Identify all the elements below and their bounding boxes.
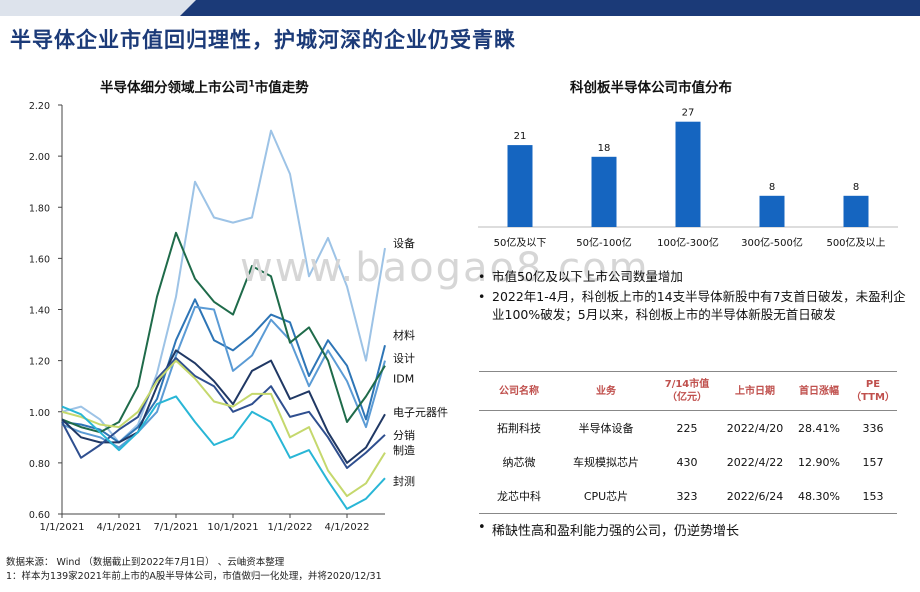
x-tick-label: 1/1/2021	[40, 522, 85, 533]
bar	[507, 145, 533, 227]
bullet-list: 市值50亿及以下上市公司数量增加 2022年1-4月，科创板上市的14支半导体新…	[478, 268, 910, 326]
series-label: 封测	[393, 474, 415, 488]
cell-pe: 153	[849, 479, 897, 514]
bar-category-label: 100亿-300亿	[657, 236, 719, 249]
bar	[591, 156, 617, 227]
table-header-row: 公司名称 业务 7/14市值 （亿元） 上市日期 首日涨幅 PE（TTM）	[479, 371, 897, 411]
series-label: 电子元器件	[393, 406, 448, 419]
x-tick-label: 4/1/2021	[97, 522, 142, 533]
footnote: 1：样本为139家2021年前上市的A股半导体公司，市值做归一化处理，并将202…	[6, 571, 382, 582]
x-tick-label: 1/1/2022	[268, 522, 313, 533]
table-row: 纳芯微 车规模拟芯片 430 2022/4/22 12.90% 157	[479, 445, 897, 479]
bar	[759, 195, 785, 227]
page-title: 半导体企业市值回归理性，护城河深的企业仍受青睐	[10, 28, 516, 52]
x-tick-label: 4/1/2022	[325, 522, 370, 533]
col-header-company: 公司名称	[479, 371, 559, 411]
y-tick-label: 1.60	[29, 254, 50, 265]
series-line	[61, 231, 386, 434]
right-chart-title: 科创板半导体公司市值分布	[570, 80, 732, 96]
col-header-business: 业务	[559, 371, 653, 411]
series-line	[61, 349, 386, 464]
cell-business: 半导体设备	[578, 422, 634, 435]
cell-first-day-gain: 28.41%	[798, 421, 840, 435]
company-table: 公司名称 业务 7/14市值 （亿元） 上市日期 首日涨幅 PE（TTM） 拓荆…	[479, 371, 897, 514]
series-label: 设计	[393, 352, 415, 365]
bar-value-label: 8	[853, 182, 859, 193]
bullet-item: 市值50亿及以下上市公司数量增加	[478, 268, 910, 286]
cell-first-day-gain: 12.90%	[798, 455, 840, 469]
cell-business: CPU芯片	[559, 479, 653, 514]
series-label: 制造	[393, 443, 415, 457]
cell-company: 拓荆科技	[497, 422, 541, 435]
bar-value-label: 21	[514, 131, 527, 142]
bar	[675, 121, 701, 227]
cell-pe: 336	[862, 421, 884, 435]
col-header-pe: PE（TTM）	[849, 371, 897, 411]
bar-value-label: 8	[769, 182, 775, 193]
y-tick-label: 1.40	[29, 306, 50, 317]
col-header-market-cap: 7/14市值 （亿元）	[653, 371, 721, 411]
left-chart-title-text: 半导体细分领域上市公司	[100, 80, 249, 96]
x-tick-label: 10/1/2021	[207, 522, 258, 533]
table-row: 龙芯中科 CPU芯片 323 2022/6/24 48.30% 153	[479, 479, 897, 514]
conclusion-bullet: 稀缺性高和盈利能力强的公司，仍逆势增长	[478, 520, 739, 539]
x-tick-label: 7/1/2021	[154, 522, 199, 533]
bar-category-label: 500亿及以上	[826, 236, 885, 249]
cell-first-day-gain: 48.30%	[789, 479, 849, 514]
series-label: 分销	[393, 428, 415, 442]
y-tick-label: 0.60	[29, 510, 50, 521]
cell-company: 纳芯微	[502, 456, 536, 469]
series-label: 材料	[393, 328, 415, 342]
cell-market-cap: 225	[676, 421, 698, 435]
bar-value-label: 27	[682, 108, 695, 119]
bar-category-label: 300亿-500亿	[741, 236, 803, 249]
y-tick-label: 0.80	[29, 459, 50, 470]
series-line	[61, 357, 386, 469]
y-tick-label: 1.00	[29, 408, 50, 419]
series-label: IDM	[393, 373, 414, 386]
series-line	[61, 395, 386, 510]
col-header-first-day-gain: 首日涨幅	[789, 371, 849, 411]
bar-chart: 21 50亿及以下 18 50亿-100亿 27 100亿-300亿 8 300亿-500亿 8…	[478, 108, 898, 249]
cell-pe: 157	[862, 455, 884, 469]
left-chart-title-tail: 市值走势	[254, 80, 309, 96]
series-line	[61, 359, 386, 498]
col-header-listing-date: 上市日期	[721, 371, 789, 411]
series-line	[61, 298, 386, 444]
bar-category-label: 50亿及以下	[494, 236, 547, 249]
line-chart: 0.60 0.80 1.00 1.20 1.40 1.60 1.80 2.00 2.20 1/1/…	[29, 101, 448, 533]
table-row: 拓荆科技 半导体设备 225 2022/4/20 28.41% 336	[479, 411, 897, 446]
cell-business: 车规模拟芯片	[573, 456, 639, 469]
top-banner-accent	[180, 0, 920, 16]
cell-listing-date: 2022/4/22	[726, 455, 784, 469]
cell-listing-date: 2022/4/20	[726, 421, 784, 435]
cell-market-cap: 430	[676, 455, 698, 469]
cell-company: 龙芯中科	[479, 479, 559, 514]
y-tick-label: 2.20	[29, 101, 50, 112]
cell-market-cap: 323	[653, 479, 721, 514]
source-note: 数据来源： Wind （数据截止到2022年7月1日） 、云岫资本整理	[6, 557, 285, 568]
series-line	[61, 129, 386, 444]
bullet-item: 2022年1-4月，科创板上市的14支半导体新股中有7支首日破发，未盈利企业10…	[478, 288, 910, 324]
y-tick-label: 1.80	[29, 203, 50, 214]
y-tick-label: 1.20	[29, 357, 50, 368]
cell-listing-date: 2022/6/24	[721, 479, 789, 514]
left-chart-title-footnote-mark: 1	[248, 79, 255, 90]
series-label: 设备	[393, 236, 415, 250]
bar-category-label: 50亿-100亿	[576, 236, 631, 249]
bar	[843, 195, 869, 227]
bar-value-label: 18	[598, 143, 611, 154]
y-tick-label: 2.00	[29, 152, 50, 163]
left-chart-title: 半导体细分领域上市公司1市值走势	[100, 76, 309, 97]
